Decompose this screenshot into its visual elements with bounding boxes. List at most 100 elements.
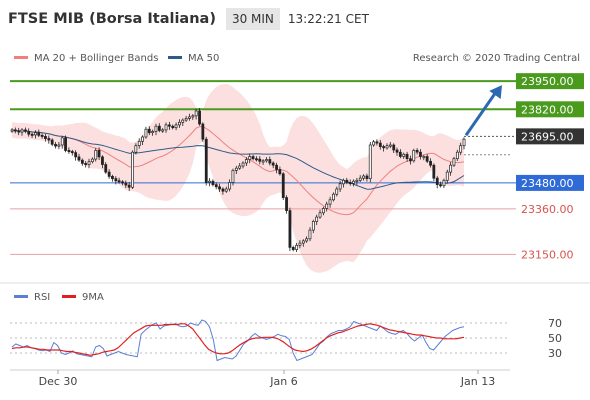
candle-body [228, 182, 232, 190]
candle-body [154, 125, 158, 132]
candle-body [395, 149, 399, 153]
candle [298, 240, 302, 249]
candle-body [127, 184, 131, 188]
candle [432, 163, 436, 182]
candle [27, 128, 31, 137]
candle [17, 127, 21, 136]
candle [248, 153, 252, 164]
candle-body [121, 181, 124, 184]
candle-body [385, 145, 389, 149]
ma20-legend-swatch [14, 56, 28, 59]
candle-body [271, 162, 275, 166]
candle-body [40, 134, 44, 137]
candle [191, 114, 195, 120]
candle [295, 242, 299, 252]
candle-body [44, 136, 47, 139]
candle-body [10, 129, 14, 132]
source-credit: Research © 2020 Trading Central [413, 53, 580, 64]
rsi-legend-label: RSI [34, 292, 50, 303]
candle [375, 139, 379, 146]
forecast-arrow [464, 85, 502, 137]
candle-body [348, 182, 352, 185]
candle [362, 174, 365, 181]
candle-body [325, 203, 329, 209]
candle [275, 162, 278, 174]
level-box-23480.00 [516, 174, 584, 191]
candle-body [134, 145, 138, 153]
candle-body [362, 175, 365, 179]
candle-body [275, 164, 278, 170]
candle-body [111, 176, 114, 179]
candle-body [137, 140, 141, 146]
ma20-legend-label: MA 20 + Bollinger Bands [34, 53, 158, 64]
level-labels: 23950.00 23820.00 23695.00 23480.00 23360.00… [516, 73, 584, 261]
candle-body [67, 150, 71, 152]
candle [429, 158, 432, 168]
candle [67, 147, 71, 154]
candle [147, 126, 151, 136]
candle [278, 166, 282, 176]
candle-body [80, 159, 84, 164]
candle-body [398, 151, 402, 157]
candle-body [452, 158, 456, 166]
candle [44, 134, 47, 142]
candle-body [435, 177, 439, 185]
candle [214, 182, 218, 190]
candle [174, 122, 178, 131]
candle [194, 108, 198, 120]
candle [288, 207, 292, 252]
candle [154, 123, 158, 136]
candle-body [255, 158, 258, 161]
level-label-23820.00: 23820.00 [521, 103, 574, 116]
candle-body [412, 150, 416, 162]
candle-body [47, 138, 51, 141]
candle [40, 133, 44, 139]
ma50-legend-label: MA 50 [188, 53, 219, 64]
candle-body [355, 179, 359, 182]
candle [261, 159, 265, 165]
candle [141, 135, 144, 145]
candle-body [101, 156, 104, 165]
candle-body [114, 178, 118, 182]
candle [117, 177, 121, 184]
candle [111, 174, 114, 182]
candle [211, 179, 215, 187]
candle-body [265, 159, 268, 162]
rsi-line [11, 319, 465, 362]
timeframe-badge[interactable]: 30 MIN [225, 8, 280, 30]
candle-body [442, 179, 446, 187]
candle [402, 152, 406, 159]
candle-body [308, 229, 312, 240]
candle-body [332, 193, 335, 201]
candle [452, 156, 456, 167]
candle [101, 155, 104, 169]
candle-body [54, 144, 57, 147]
candle-body [201, 123, 205, 140]
candle [131, 150, 134, 189]
candle-body [107, 171, 111, 177]
candle-body [358, 177, 362, 181]
candle-body [301, 240, 305, 244]
candle [114, 176, 118, 185]
candle [378, 140, 382, 150]
candle [178, 119, 181, 128]
candle [459, 142, 463, 156]
timestamp: 13:22:21 CET [287, 12, 369, 26]
candle-body [94, 150, 98, 160]
level-label-23150.00: 23150.00 [521, 248, 574, 261]
candle [80, 158, 84, 166]
candle-body [144, 128, 148, 138]
candle [409, 155, 412, 165]
candle [318, 209, 322, 219]
candle [258, 156, 262, 165]
candle [392, 143, 396, 153]
candle-body [70, 151, 74, 154]
candle-body [405, 153, 409, 159]
candle [241, 161, 245, 169]
candle [201, 122, 205, 142]
candle-body [268, 159, 272, 164]
candle-body [368, 144, 372, 179]
ma9-line [11, 323, 465, 356]
candle [422, 154, 426, 161]
level-label-23695.00: 23695.00 [521, 130, 574, 143]
